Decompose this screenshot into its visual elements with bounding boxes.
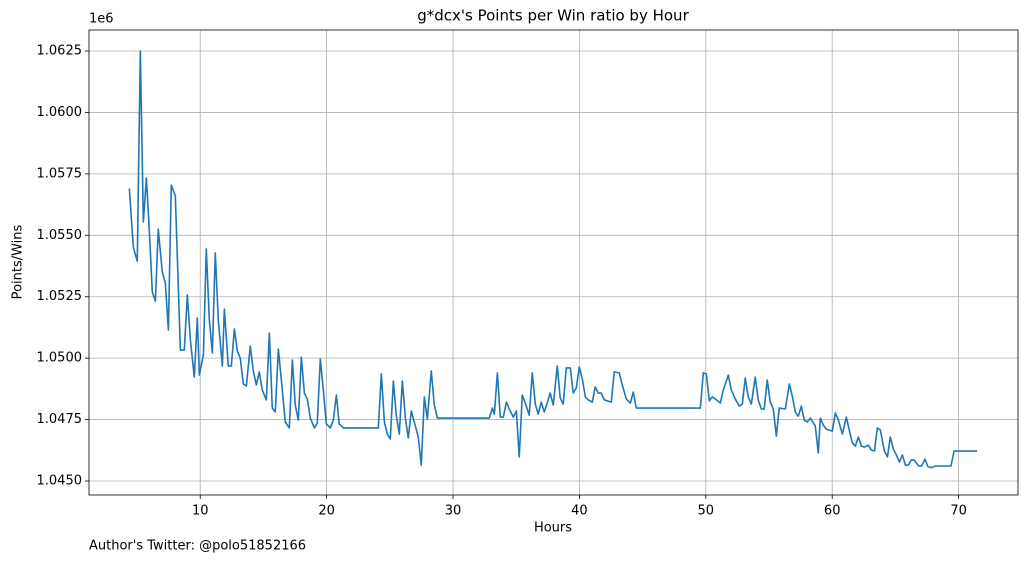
data-line bbox=[128, 50, 978, 469]
chart-title: g*dcx's Points per Win ratio by Hour bbox=[417, 7, 689, 25]
annotation: Author's Twitter: @polo51852166 bbox=[89, 539, 306, 554]
x-tick-label: 20 bbox=[318, 504, 335, 519]
x-axis-label: Hours bbox=[534, 521, 572, 536]
y-tick-label: 1.0500 bbox=[37, 351, 83, 366]
x-tick-label: 70 bbox=[950, 504, 967, 519]
y-tick-label: 1.0525 bbox=[37, 289, 83, 304]
y-axis-label: Points/Wins bbox=[11, 224, 26, 299]
y-tick-label: 1.0550 bbox=[37, 228, 83, 243]
y-tick-label: 1.0600 bbox=[37, 105, 83, 120]
y-tick-label: 1.0475 bbox=[37, 412, 83, 427]
y-tick-label: 1.0450 bbox=[37, 473, 83, 488]
x-tick-label: 60 bbox=[824, 504, 841, 519]
x-tick-label: 40 bbox=[571, 504, 588, 519]
x-tick-label: 50 bbox=[698, 504, 715, 519]
x-tick-label: 10 bbox=[192, 504, 209, 519]
y-tick-label: 1.0575 bbox=[37, 166, 83, 181]
plot-frame bbox=[88, 29, 1019, 496]
y-offset-label: 1e6 bbox=[89, 12, 114, 27]
y-tick-label: 1.0625 bbox=[37, 44, 83, 59]
x-tick-label: 30 bbox=[445, 504, 462, 519]
